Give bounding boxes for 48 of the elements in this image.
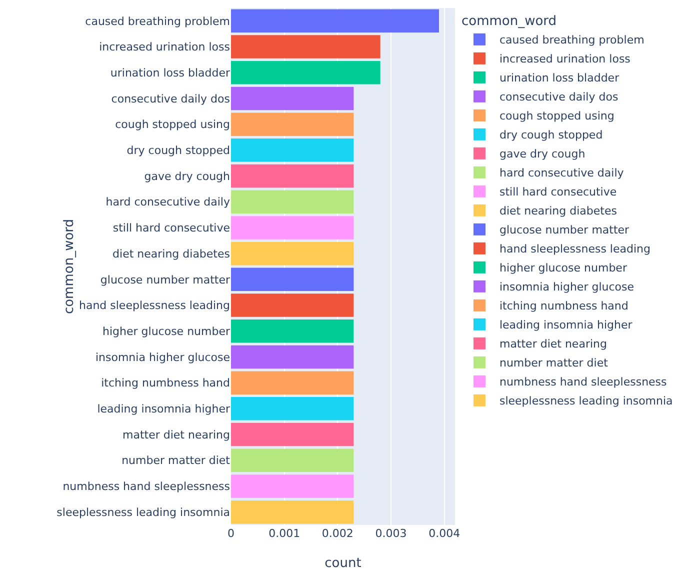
legend-label: glucose number matter [499, 224, 630, 237]
legend-title: common_word [461, 14, 557, 29]
legend-label: leading insomnia higher [499, 318, 633, 332]
legend-label: insomnia higher glucose [499, 280, 634, 294]
y-tick-label: increased urination loss [99, 40, 230, 54]
x-tick-label: 0.003 [375, 527, 407, 540]
legend-label: urination loss bladder [499, 72, 620, 85]
y-axis-title: common_word [62, 218, 77, 314]
legend-label: numbness hand sleeplessness [499, 376, 668, 389]
legend-label: still hard consecutive [499, 186, 617, 199]
x-tick-label: 0.002 [322, 527, 354, 540]
legend-label: hand sleeplessness leading [499, 242, 650, 256]
legend-label: higher glucose number [499, 262, 628, 275]
y-tick-label: hand sleeplessness leading [78, 299, 230, 312]
legend-label: sleeplessness leading insomnia [499, 394, 673, 408]
y-tick-label: cough stopped using [115, 118, 230, 132]
y-tick-label: numbness hand sleeplessness [62, 480, 230, 494]
legend-label: gave dry cough [499, 148, 586, 161]
legend-label: consecutive daily dos [499, 90, 618, 104]
x-axis-title: count [324, 556, 362, 571]
legend-label: hard consecutive daily [499, 166, 624, 180]
legend-label: increased urination loss [499, 52, 631, 66]
legend-label: cough stopped using [499, 110, 614, 123]
y-tick-label: itching numbness hand [101, 376, 230, 390]
y-tick-label: matter diet nearing [122, 428, 230, 442]
legend-label: dry cough stopped [499, 128, 603, 142]
y-tick-label: leading insomnia higher [97, 402, 230, 416]
legend-label: caused breathing problem [499, 34, 644, 47]
y-tick-label: sleeplessness leading insomnia [56, 506, 230, 519]
y-tick-label: glucose number matter [100, 273, 230, 286]
x-tick-label: 0.004 [428, 527, 460, 540]
y-tick-label: insomnia higher glucose [95, 350, 230, 364]
y-tick-label: hard consecutive daily [106, 196, 230, 209]
x-tick-label: 0 [228, 527, 234, 540]
y-tick-label: still hard consecutive [112, 222, 230, 235]
legend-label: matter diet nearing [499, 338, 607, 351]
legend-label: itching numbness hand [499, 300, 628, 313]
y-tick-label: higher glucose number [102, 324, 230, 338]
y-tick-label: diet nearing diabetes [112, 247, 230, 260]
y-tick-label: urination loss bladder [110, 66, 230, 80]
y-tick-label: gave dry cough [144, 170, 230, 183]
y-tick-label: caused breathing problem [85, 14, 230, 28]
y-tick-label: number matter diet [122, 454, 231, 468]
y-tick-label: dry cough stopped [126, 144, 230, 158]
legend-label: diet nearing diabetes [499, 204, 618, 218]
y-tick-label: consecutive daily dos [111, 92, 230, 106]
legend-label: number matter diet [499, 356, 609, 370]
x-tick-label: 0.001 [268, 527, 300, 540]
